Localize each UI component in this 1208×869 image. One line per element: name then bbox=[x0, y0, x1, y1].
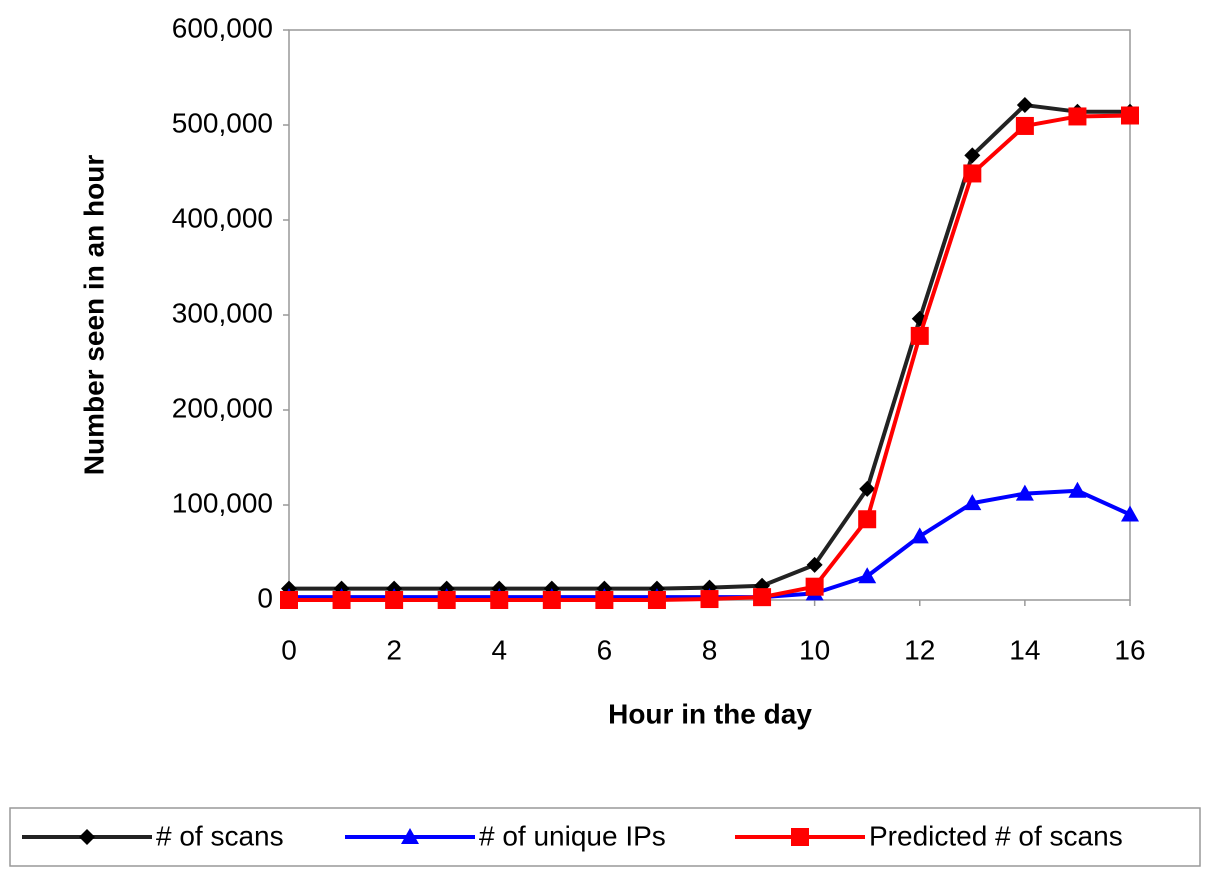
y-tick-label: 400,000 bbox=[172, 202, 273, 233]
x-tick-label: 8 bbox=[702, 634, 718, 665]
x-axis-title: Hour in the day bbox=[608, 698, 812, 729]
marker-square bbox=[1121, 106, 1139, 125]
marker-square bbox=[490, 591, 509, 609]
x-tick-label: 6 bbox=[597, 634, 613, 665]
x-tick-label: 2 bbox=[386, 634, 402, 665]
marker-square bbox=[805, 577, 824, 596]
marker-square bbox=[280, 591, 298, 609]
marker-square bbox=[385, 591, 404, 609]
marker-square bbox=[791, 828, 809, 846]
marker-triangle bbox=[1068, 481, 1087, 498]
y-tick-label: 500,000 bbox=[172, 107, 273, 138]
legend-label: # of unique IPs bbox=[479, 820, 666, 851]
marker-square bbox=[595, 591, 614, 609]
marker-triangle bbox=[1015, 484, 1034, 501]
plot-frame bbox=[288, 29, 1131, 601]
series-line bbox=[289, 103, 1130, 591]
marker-square bbox=[963, 164, 982, 183]
marker-triangle bbox=[963, 494, 982, 511]
marker-square bbox=[437, 591, 456, 609]
marker-square bbox=[332, 591, 351, 609]
x-tick-label: 16 bbox=[1114, 634, 1145, 665]
marker-diamond bbox=[964, 147, 981, 164]
marker-diamond bbox=[79, 829, 95, 845]
marker-square bbox=[542, 591, 561, 609]
legend-box bbox=[9, 807, 1201, 867]
marker-square bbox=[700, 590, 719, 609]
marker-square bbox=[1068, 107, 1087, 126]
marker-diamond bbox=[806, 556, 823, 573]
marker-square bbox=[753, 588, 772, 607]
marker-diamond bbox=[859, 480, 876, 497]
marker-diamond bbox=[1016, 97, 1033, 114]
series-line bbox=[289, 113, 1131, 602]
marker-triangle bbox=[910, 527, 929, 544]
marker-triangle bbox=[1121, 505, 1139, 522]
y-tick-label: 300,000 bbox=[172, 297, 273, 328]
x-tick-label: 0 bbox=[281, 634, 297, 665]
x-tick-label: 4 bbox=[491, 634, 507, 665]
marker-triangle bbox=[401, 828, 419, 844]
y-tick-label: 0 bbox=[257, 582, 273, 613]
y-tick-label: 200,000 bbox=[172, 392, 273, 423]
x-tick-label: 12 bbox=[904, 634, 935, 665]
marker-square bbox=[647, 591, 666, 609]
y-tick-label: 600,000 bbox=[172, 12, 273, 43]
marker-triangle bbox=[858, 567, 877, 584]
x-tick-label: 14 bbox=[1009, 634, 1040, 665]
marker-square bbox=[910, 326, 929, 345]
y-axis-title: Number seen in an hour bbox=[78, 155, 109, 476]
legend-label: # of scans bbox=[156, 820, 284, 851]
y-tick-label: 100,000 bbox=[172, 487, 273, 518]
marker-square bbox=[1015, 116, 1034, 135]
legend-label: Predicted # of scans bbox=[869, 820, 1123, 851]
marker-square bbox=[858, 510, 877, 529]
x-tick-label: 10 bbox=[799, 634, 830, 665]
